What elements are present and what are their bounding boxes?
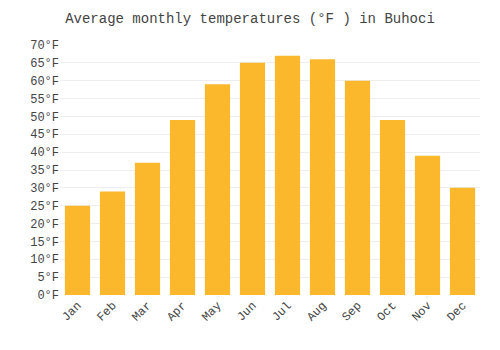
svg-text:10°F: 10°F: [30, 253, 59, 267]
svg-text:Jan: Jan: [59, 299, 84, 324]
svg-text:Jun: Jun: [234, 299, 259, 324]
svg-text:50°F: 50°F: [30, 111, 59, 125]
svg-text:Dec: Dec: [444, 299, 469, 324]
svg-text:Average monthly temperatures (: Average monthly temperatures (°F ) in Bu…: [65, 11, 435, 27]
svg-text:40°F: 40°F: [30, 146, 59, 160]
svg-text:Nov: Nov: [409, 299, 434, 324]
svg-text:Oct: Oct: [374, 299, 399, 324]
svg-text:45°F: 45°F: [30, 128, 59, 142]
svg-text:60°F: 60°F: [30, 75, 59, 89]
svg-text:20°F: 20°F: [30, 218, 59, 232]
svg-text:Jul: Jul: [269, 299, 294, 324]
svg-text:May: May: [199, 299, 224, 324]
svg-text:70°F: 70°F: [30, 39, 59, 53]
svg-text:15°F: 15°F: [30, 236, 59, 250]
svg-text:25°F: 25°F: [30, 200, 59, 214]
svg-text:65°F: 65°F: [30, 57, 59, 71]
svg-text:Apr: Apr: [164, 299, 189, 324]
svg-text:30°F: 30°F: [30, 182, 59, 196]
svg-text:0°F: 0°F: [37, 289, 59, 303]
svg-text:5°F: 5°F: [37, 271, 59, 285]
svg-text:35°F: 35°F: [30, 164, 59, 178]
svg-text:Feb: Feb: [94, 299, 119, 324]
svg-text:Sep: Sep: [339, 299, 364, 324]
svg-text:Mar: Mar: [129, 299, 154, 324]
svg-text:55°F: 55°F: [30, 93, 59, 107]
svg-text:Aug: Aug: [304, 299, 329, 324]
